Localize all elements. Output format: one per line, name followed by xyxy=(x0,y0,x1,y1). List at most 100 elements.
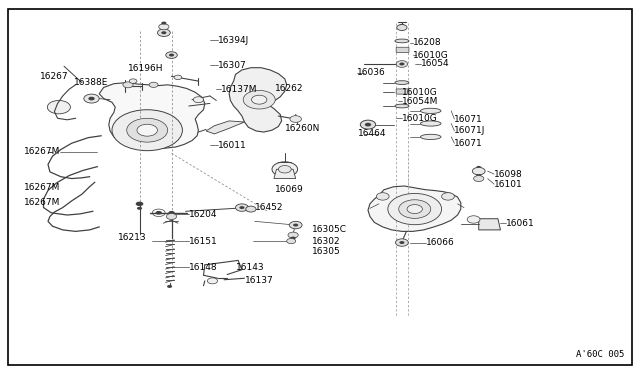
Circle shape xyxy=(239,206,244,209)
Text: 16010G: 16010G xyxy=(413,51,449,60)
Circle shape xyxy=(272,162,298,177)
Circle shape xyxy=(474,176,484,182)
Circle shape xyxy=(169,54,174,57)
Text: 16213: 16213 xyxy=(118,233,147,242)
Text: 16010G: 16010G xyxy=(402,88,438,97)
Polygon shape xyxy=(368,186,461,231)
Text: 16143: 16143 xyxy=(236,263,264,272)
Text: 16071J: 16071J xyxy=(454,126,486,135)
Circle shape xyxy=(396,61,408,67)
FancyBboxPatch shape xyxy=(396,89,409,94)
Circle shape xyxy=(278,166,291,173)
Circle shape xyxy=(84,94,99,103)
Text: 16061: 16061 xyxy=(506,219,534,228)
Circle shape xyxy=(376,193,389,200)
Circle shape xyxy=(291,237,296,240)
Circle shape xyxy=(167,285,172,288)
Circle shape xyxy=(467,216,480,223)
Polygon shape xyxy=(99,83,205,149)
Text: 16036: 16036 xyxy=(357,68,386,77)
Circle shape xyxy=(236,204,248,211)
Circle shape xyxy=(360,120,376,129)
Text: 16071: 16071 xyxy=(454,115,483,124)
Ellipse shape xyxy=(395,39,409,43)
Text: 16208: 16208 xyxy=(413,38,442,47)
Ellipse shape xyxy=(420,134,441,140)
Text: 16010G: 16010G xyxy=(402,114,438,123)
Circle shape xyxy=(476,174,481,177)
Circle shape xyxy=(136,202,143,206)
Circle shape xyxy=(166,214,177,219)
Polygon shape xyxy=(274,169,296,179)
Circle shape xyxy=(168,211,175,215)
Circle shape xyxy=(129,79,137,83)
FancyBboxPatch shape xyxy=(396,47,409,52)
Circle shape xyxy=(123,82,133,88)
Polygon shape xyxy=(206,121,244,134)
Text: 16267M: 16267M xyxy=(24,198,61,207)
Ellipse shape xyxy=(395,104,409,108)
Text: 16388E: 16388E xyxy=(74,78,108,87)
Circle shape xyxy=(149,82,158,87)
Circle shape xyxy=(365,123,371,126)
Circle shape xyxy=(289,221,302,229)
Text: 16137: 16137 xyxy=(244,276,273,285)
Circle shape xyxy=(399,24,404,27)
Text: 16098: 16098 xyxy=(494,170,523,179)
Text: 16464: 16464 xyxy=(358,129,387,138)
Text: 16305: 16305 xyxy=(312,247,341,256)
Text: 16260N: 16260N xyxy=(285,124,320,133)
Text: 16148: 16148 xyxy=(189,263,218,272)
Text: 16011: 16011 xyxy=(218,141,246,150)
Circle shape xyxy=(161,22,166,25)
Circle shape xyxy=(156,211,162,215)
Text: 16196H: 16196H xyxy=(128,64,163,73)
Circle shape xyxy=(166,52,177,58)
Circle shape xyxy=(407,205,422,214)
Circle shape xyxy=(252,95,267,104)
Polygon shape xyxy=(479,219,500,230)
Text: 16054M: 16054M xyxy=(402,97,438,106)
Text: 16071: 16071 xyxy=(454,139,483,148)
Circle shape xyxy=(396,239,408,246)
Circle shape xyxy=(127,118,168,142)
Circle shape xyxy=(399,241,404,244)
Ellipse shape xyxy=(420,121,441,126)
Circle shape xyxy=(159,24,169,30)
Text: A'60C 005: A'60C 005 xyxy=(575,350,624,359)
Circle shape xyxy=(161,31,166,34)
Text: 16262: 16262 xyxy=(275,84,304,93)
Text: 16151: 16151 xyxy=(189,237,218,246)
Circle shape xyxy=(243,90,275,109)
Text: 16204: 16204 xyxy=(189,210,218,219)
Text: 16066: 16066 xyxy=(426,238,454,247)
Circle shape xyxy=(442,193,454,200)
Circle shape xyxy=(293,224,298,227)
Text: 16394J: 16394J xyxy=(218,36,249,45)
Circle shape xyxy=(193,97,204,103)
Circle shape xyxy=(88,97,95,100)
Text: 16069: 16069 xyxy=(275,185,304,194)
Circle shape xyxy=(290,116,301,122)
Ellipse shape xyxy=(420,108,441,113)
Text: 16305C: 16305C xyxy=(312,225,348,234)
Circle shape xyxy=(388,193,442,225)
Circle shape xyxy=(288,232,298,238)
Text: 16267: 16267 xyxy=(40,72,69,81)
Circle shape xyxy=(472,167,485,175)
Circle shape xyxy=(399,62,404,65)
Circle shape xyxy=(397,25,407,31)
Circle shape xyxy=(287,238,296,244)
Text: 16452: 16452 xyxy=(255,203,284,212)
Text: 16054: 16054 xyxy=(421,60,450,68)
Ellipse shape xyxy=(395,81,409,84)
Circle shape xyxy=(157,29,170,36)
Circle shape xyxy=(137,124,157,136)
Circle shape xyxy=(112,110,182,151)
Circle shape xyxy=(399,200,431,218)
Circle shape xyxy=(137,207,142,210)
Circle shape xyxy=(47,100,70,114)
Text: 16101: 16101 xyxy=(494,180,523,189)
Circle shape xyxy=(246,206,256,212)
Text: 16137M: 16137M xyxy=(221,85,257,94)
